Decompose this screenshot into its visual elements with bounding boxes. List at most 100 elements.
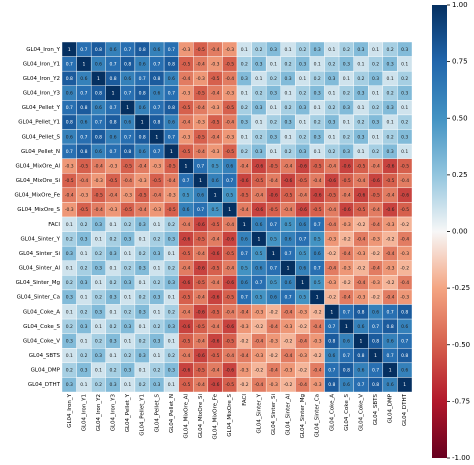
cell-value: 0.6 [212, 178, 219, 184]
cell-value: 0.7 [284, 251, 291, 257]
cell-value: -0.5 [211, 76, 220, 82]
cell-value: -0.4 [313, 324, 322, 330]
y-tick-label: GL04_DMP [31, 368, 61, 374]
cell-value: -0.4 [182, 266, 191, 272]
cell-value: -0.5 [196, 236, 205, 242]
cell-value: -0.4 [211, 368, 220, 374]
cell-value: -0.6 [196, 309, 205, 315]
cell-value: -0.5 [196, 47, 205, 53]
cell-value: -0.6 [225, 368, 234, 374]
cell-value: 0.5 [241, 266, 248, 272]
colorbar-tick-label: 0.00 [452, 228, 468, 236]
cell-value: -0.3 [240, 368, 249, 374]
cell-value: -0.4 [298, 382, 307, 388]
cell-value: 0.2 [168, 309, 175, 315]
y-tick-label: GL04_Sinter_Mg [16, 280, 60, 286]
cell-value: 0.3 [80, 368, 87, 374]
cell-value: 0.2 [139, 251, 146, 257]
cell-value: 1 [374, 353, 377, 359]
cell-value: 0.8 [80, 149, 87, 155]
cell-value: 0.2 [401, 120, 408, 126]
cell-value: 0.3 [153, 251, 160, 257]
cell-value: 0.6 [401, 368, 408, 374]
x-tick-label: GL04_Sinter_Mg [300, 394, 306, 438]
cell-value: -0.4 [371, 266, 380, 272]
cell-value: 0.1 [314, 105, 321, 111]
cell-value: -0.3 [386, 266, 395, 272]
cell-value: -0.4 [327, 266, 336, 272]
cell-value: 0.1 [139, 236, 146, 242]
cell-value: 0.3 [284, 120, 291, 126]
cell-value: -0.6 [357, 193, 366, 199]
cell-value: 0.2 [241, 149, 248, 155]
cell-value: 0.7 [226, 178, 233, 184]
cell-value: 0.1 [401, 105, 408, 111]
cell-value: -0.4 [138, 207, 147, 213]
cell-value: 0.2 [66, 368, 73, 374]
y-tick-label: GL04_MixOre_Si [16, 178, 61, 184]
cell-value: 0.1 [299, 120, 306, 126]
cell-value: -0.5 [357, 207, 366, 213]
cell-value: -0.2 [269, 353, 278, 359]
cell-value: 0.3 [299, 61, 306, 67]
y-tick-label: GL04_Coke_V [23, 338, 60, 344]
cell-value: 0.3 [372, 120, 379, 126]
cell-value: -0.5 [196, 134, 205, 140]
cell-value: 0.6 [95, 149, 102, 155]
cell-value: 0.2 [270, 120, 277, 126]
x-tick-label: GL04_Iron_Y3 [111, 393, 117, 431]
cell-value: 0.3 [80, 236, 87, 242]
cell-value: 0.7 [255, 280, 262, 286]
cell-value: 0.1 [314, 61, 321, 67]
cell-value: 0.3 [343, 61, 350, 67]
cell-value: 0.2 [95, 382, 102, 388]
cell-value: 0.6 [197, 193, 204, 199]
x-tick-label: GL04_Coke_V [358, 394, 364, 431]
cell-value: -0.5 [167, 207, 176, 213]
cell-value: 0.7 [66, 61, 73, 67]
cell-value: 0.1 [387, 76, 394, 82]
colorbar-tick-label: 0.50 [452, 114, 468, 122]
cell-value: 0.3 [387, 61, 394, 67]
cell-value: 0.8 [109, 76, 116, 82]
cell-value: 0.5 [270, 280, 277, 286]
cell-value: -0.6 [196, 222, 205, 228]
cell-value: 0.2 [357, 120, 364, 126]
cell-value: 0.6 [314, 251, 321, 257]
cell-value: 0.7 [299, 236, 306, 242]
cell-value: 0.7 [270, 266, 277, 272]
cell-value: 0.5 [299, 251, 306, 257]
cell-value: 0.3 [328, 120, 335, 126]
cell-value: -0.4 [225, 309, 234, 315]
cell-value: 0.6 [66, 91, 73, 97]
cell-value: 0.6 [299, 266, 306, 272]
cell-value: 0.7 [109, 149, 116, 155]
cell-value: 0.2 [328, 149, 335, 155]
cell-value: 0.2 [284, 105, 291, 111]
y-tick-label: GL04_Coke_S [23, 324, 60, 330]
cell-value: 0.5 [255, 295, 262, 301]
cell-value: -0.2 [400, 266, 409, 272]
cell-value: -0.5 [94, 193, 103, 199]
cell-value: 0.5 [226, 193, 233, 199]
cell-value: 0.2 [124, 266, 131, 272]
cell-value: 0.2 [109, 280, 116, 286]
cell-value: -0.2 [313, 309, 322, 315]
cell-value: 0.6 [270, 295, 277, 301]
cell-value: -0.4 [225, 266, 234, 272]
cell-value: 0.1 [95, 236, 102, 242]
x-tick-label: GL04_Pellet_S [154, 393, 160, 432]
cell-value: -0.4 [342, 251, 351, 257]
cell-value: 1 [141, 120, 144, 126]
y-tick-label: GL04_Sinter_Si [19, 251, 61, 257]
cell-value: -0.6 [298, 163, 307, 169]
cell-value: 1 [68, 47, 71, 53]
cell-value: 0.7 [109, 61, 116, 67]
cell-value: 0.8 [357, 309, 364, 315]
cell-value: 1 [82, 61, 85, 67]
cell-value: 0.6 [343, 382, 350, 388]
cell-value: -0.5 [182, 105, 191, 111]
heatmap-cell [397, 377, 413, 393]
cell-value: 0.6 [80, 76, 87, 82]
cell-value: 0.3 [153, 295, 160, 301]
